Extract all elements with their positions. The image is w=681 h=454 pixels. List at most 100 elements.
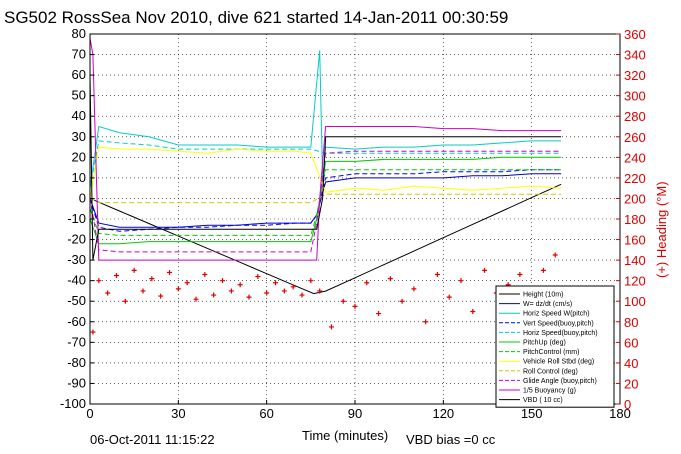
right-tick-label: 240 [624,150,646,165]
series-line-11 [89,75,562,261]
right-tick-label: 200 [624,191,646,206]
series-line-6 [89,169,562,236]
footer-vbd-bias: VBD bias =0 cc [406,432,496,447]
y-tick-label: -100 [60,396,86,411]
heading-point [211,292,217,298]
right-tick-label: 100 [624,294,646,309]
heading-point [517,272,523,277]
y-tick-label: 50 [72,88,86,103]
heading-point [255,274,261,280]
series-line-7 [89,146,562,199]
x-tick-label: 150 [521,406,543,421]
right-tick-label: 360 [624,27,646,42]
heading-point [340,298,346,304]
y-tick-label: -30 [67,252,86,267]
right-tick-label: 140 [624,253,646,268]
heading-point [175,286,181,292]
heading-point [158,293,164,299]
y-tick-label: -20 [67,232,86,247]
legend-label: Horiz Speed W(pitch) [523,311,590,318]
heading-point [399,298,405,304]
legend-label: PitchUp (deg) [523,340,566,347]
series-line-9 [89,150,562,253]
heading-point [411,286,417,292]
y-tick-label: 10 [72,170,86,185]
right-tick-label: 20 [624,376,638,391]
right-tick-label: 0 [624,397,631,412]
series-layer [89,38,562,335]
heading-point [184,280,190,286]
y-tick-label: 70 [72,47,86,62]
heading-point [246,294,252,300]
heading-point [122,298,128,304]
right-tick-label: 180 [624,212,646,227]
series-line-8 [89,193,562,204]
footer-timestamp: 06-Oct-2011 11:15:22 [90,432,215,447]
heading-point [540,267,546,273]
heading-point [114,273,119,279]
x-tick-label: 180 [609,406,631,421]
legend-label: PitchControl (mm) [523,349,579,356]
heading-point [167,269,172,275]
right-ticks: 3603403203002802602402202001801601401201… [616,27,646,412]
heading-point [273,280,278,286]
grid [90,34,620,404]
heading-point [264,290,270,296]
right-tick-label: 260 [624,130,646,145]
series-line-1 [89,173,562,228]
left-ticks: 80 70 60 50 40 30 20 10 0 -10 -20 -30 -40 -50 -60 -70 -8… [60,26,94,411]
y-tick-label: -10 [67,211,86,226]
y-tick-label: 20 [72,149,86,164]
heading-point [281,288,287,294]
x-tick-label: 120 [432,406,454,421]
heading-point [228,288,234,294]
heading-point [423,319,429,325]
heading-point [317,288,323,294]
series-line-10 [89,38,562,261]
right-tick-label: 300 [624,89,646,104]
right-tick-label: 220 [624,171,646,186]
heading-point [220,278,225,284]
y-tick-label: -80 [67,355,86,370]
heading-point [140,288,146,294]
right-tick-label: 60 [624,335,638,350]
y-tick-label: 40 [72,108,86,123]
legend-label: VBD ( 10 cc) [523,397,563,404]
legend-label: 1/5 Buoyancy (g) [523,388,576,395]
heading-point [434,272,440,277]
heading-point [193,296,199,302]
chart-title: SG502 RossSea Nov 2010, dive 621 started… [4,8,508,27]
x-axis-label: Time (minutes) [302,428,388,443]
x-ticks: 0 30 60 90 120 150 180 [86,400,631,421]
x-tick-label: 60 [259,406,273,421]
y-tick-label: 0 [79,190,86,205]
series-line-3 [89,169,562,232]
series-line-2 [89,50,562,189]
legend-label: Glide Angle (buoy,pitch) [523,378,597,385]
heading-point [299,292,305,298]
y-tick-label: 30 [72,129,86,144]
heading-point [387,276,393,282]
x-tick-label: 0 [86,406,93,421]
y-tick-label: -50 [67,293,86,308]
right-tick-label: 120 [624,274,646,289]
heading-point [482,267,488,273]
heading-point [105,290,111,296]
heading-point [352,303,358,309]
legend-label: Height (10m) [523,292,563,299]
y-tick-label: -70 [67,334,86,349]
x-tick-label: 30 [171,406,185,421]
heading-point [202,272,208,277]
right-tick-label: 80 [624,315,638,330]
heading-point [446,294,452,300]
y-tick-label: 80 [72,26,86,41]
legend-label: Vert Speed(buoy,pitch) [523,320,594,327]
right-tick-label: 280 [624,109,646,124]
legend-label: Roll Control (deg) [523,368,578,375]
series-line-5 [89,156,562,245]
right-tick-label: 40 [624,356,638,371]
legend: Height (10m) W= dz/dt (cm/s) Horiz Speed W… [495,285,615,408]
y-tick-label: 60 [72,67,86,82]
heading-point [149,276,155,282]
